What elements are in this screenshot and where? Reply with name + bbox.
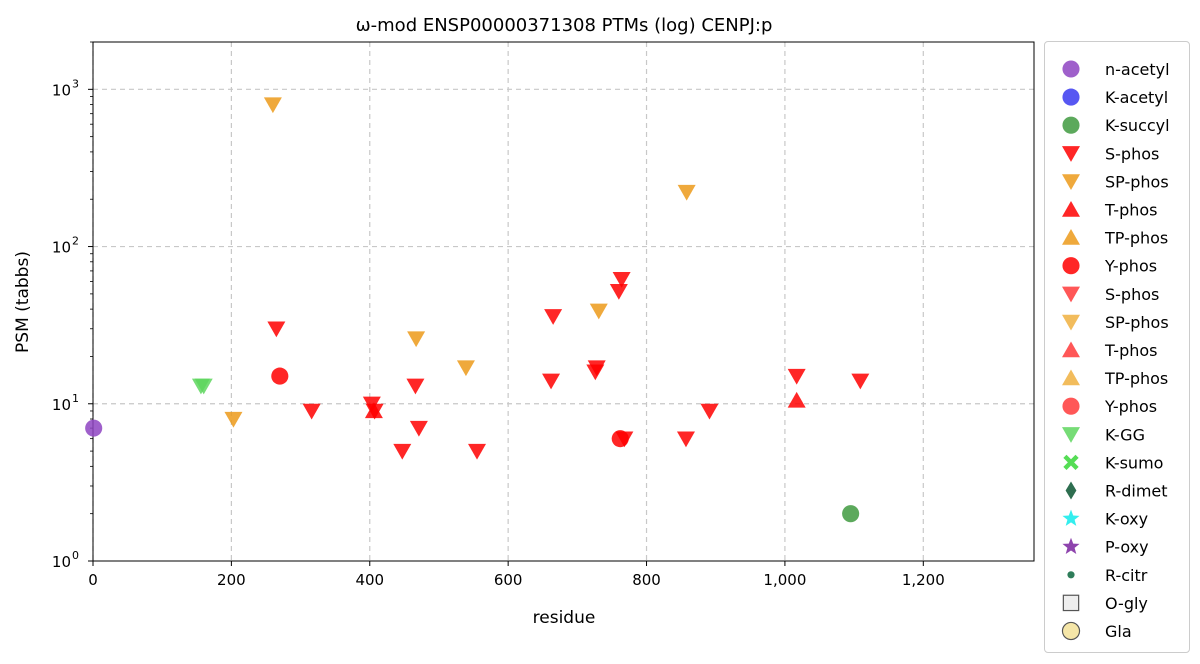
- data-point-s-phos: [787, 368, 806, 385]
- data-point-t-phos: [364, 402, 383, 419]
- data-point-s-phos: [544, 309, 563, 325]
- legend-label: SP-phos: [1105, 313, 1169, 332]
- legend-label: SP-phos: [1105, 172, 1169, 191]
- data-point-y-phos: [611, 430, 629, 448]
- legend-marker: [1062, 88, 1080, 106]
- data-point-n-acetyl: [85, 419, 103, 437]
- data-points: [85, 97, 870, 523]
- legend-label: K-acetyl: [1105, 88, 1168, 107]
- legend-label: K-oxy: [1105, 510, 1148, 529]
- data-point-s-phos: [406, 378, 425, 395]
- legend-label: R-citr: [1105, 566, 1148, 585]
- legend-label: P-oxy: [1105, 538, 1149, 557]
- legend-label: S-phos: [1105, 144, 1159, 163]
- legend-marker: [1062, 427, 1080, 443]
- legend-label: Gla: [1105, 622, 1132, 641]
- data-point-s-phos: [393, 443, 412, 460]
- legend-label: R-dimet: [1105, 482, 1168, 501]
- legend-label: TP-phos: [1104, 369, 1168, 388]
- legend-marker: [1062, 369, 1080, 386]
- data-point-s-phos: [542, 373, 561, 390]
- x-tick-label: 600: [494, 571, 523, 589]
- legend-marker: [1062, 146, 1080, 162]
- legend-marker: [1062, 341, 1080, 358]
- x-tick-label: 800: [632, 571, 661, 589]
- legend-marker: [1062, 229, 1080, 245]
- data-point-y-phos: [271, 367, 289, 385]
- data-point-k-succyl: [842, 505, 860, 523]
- legend-marker: [1062, 314, 1080, 331]
- legend-label: n-acetyl: [1105, 60, 1170, 79]
- y-tick-label: 10: [52, 239, 71, 257]
- chart-title: ω-mod ENSP00000371308 PTMs (log) CENPJ:p: [356, 15, 773, 36]
- legend-label: TP-phos: [1104, 229, 1168, 248]
- data-point-sp-phos: [677, 184, 696, 201]
- y-tick-label: 10: [52, 396, 71, 414]
- legend-marker: [1062, 257, 1080, 275]
- legend: n-acetyl K-acetyl K-succyl S-phos SP-phos T-p…: [1044, 41, 1190, 653]
- data-point-s-phos: [468, 443, 487, 460]
- y-tick-label: 10: [52, 81, 71, 99]
- legend-marker: [1061, 621, 1081, 641]
- legend-label: Y-phos: [1104, 397, 1157, 416]
- legend-marker: [1062, 537, 1080, 554]
- legend-marker: [1062, 60, 1080, 78]
- legend-label: S-phos: [1105, 285, 1159, 304]
- data-point-s-phos: [609, 284, 628, 300]
- legend-entries: n-acetyl K-acetyl K-succyl S-phos SP-phos T-p…: [1061, 60, 1170, 641]
- plot-area: [92, 41, 1035, 562]
- legend-label: Y-phos: [1104, 257, 1157, 276]
- legend-label: K-succyl: [1105, 116, 1170, 135]
- data-point-sp-phos: [263, 97, 282, 114]
- data-point-s-phos: [612, 271, 631, 288]
- legend-marker: [1062, 594, 1080, 612]
- legend-marker: [1062, 174, 1080, 190]
- legend-marker: [1062, 509, 1080, 526]
- legend-marker: [1062, 200, 1080, 217]
- data-point-sp-phos: [456, 360, 475, 377]
- data-point-s-phos: [267, 321, 286, 338]
- y-tick-label: 10: [52, 553, 71, 571]
- y-tick-exponent: 0: [72, 549, 79, 562]
- legend-label: T-phos: [1104, 341, 1158, 360]
- data-point-s-phos: [676, 431, 695, 448]
- legend-label: T-phos: [1104, 201, 1158, 220]
- x-tick-label: 200: [217, 571, 246, 589]
- data-point-s-phos: [851, 373, 870, 390]
- data-point-sp-phos: [407, 331, 426, 348]
- data-point-sp-phos: [224, 411, 243, 428]
- data-point-s-phos: [587, 360, 606, 377]
- legend-marker: [1062, 286, 1080, 303]
- x-tick-label: 400: [355, 571, 384, 589]
- y-tick-exponent: 3: [72, 77, 79, 90]
- x-axis-label: residue: [533, 608, 596, 628]
- y-axis-label: PSM (tabbs): [13, 251, 33, 353]
- x-tick-label: 0: [88, 571, 98, 589]
- y-tick-exponent: 1: [72, 392, 79, 405]
- x-tick-label: 1,000: [763, 571, 806, 589]
- y-tick-exponent: 2: [72, 235, 79, 248]
- data-point-t-phos: [787, 391, 806, 408]
- grid-lines: [92, 42, 1034, 561]
- data-point-s-phos: [409, 420, 428, 437]
- data-point-k-gg: [194, 378, 213, 395]
- legend-label: K-GG: [1105, 425, 1145, 444]
- data-point-s-phos: [302, 403, 321, 420]
- legend-label: K-sumo: [1105, 453, 1163, 472]
- data-point-sp-phos: [589, 303, 608, 320]
- legend-marker: [1063, 454, 1079, 471]
- legend-label: O-gly: [1105, 594, 1148, 613]
- x-tick-label: 1,200: [902, 571, 945, 589]
- legend-marker: [1062, 116, 1080, 134]
- data-point-s-phos: [700, 403, 719, 420]
- legend-marker: [1067, 571, 1075, 579]
- legend-marker: [1062, 397, 1080, 415]
- legend-marker: [1065, 481, 1077, 500]
